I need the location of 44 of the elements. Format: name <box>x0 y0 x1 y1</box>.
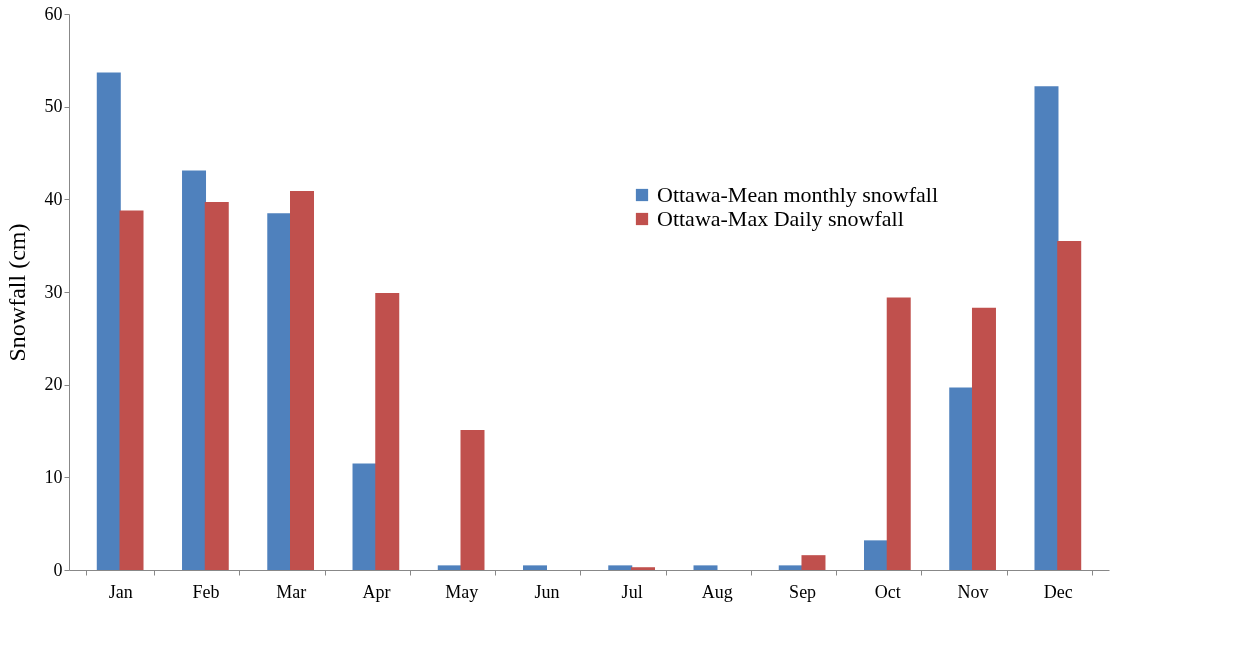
bar <box>949 387 974 570</box>
x-tick-label: Feb <box>192 581 220 602</box>
bar <box>608 565 633 570</box>
bar <box>460 430 485 570</box>
x-tick-label: Jan <box>108 581 133 602</box>
x-tick-label: Dec <box>1043 581 1073 602</box>
x-tick-label: Apr <box>362 581 391 602</box>
bar <box>437 565 462 570</box>
bar <box>375 292 400 570</box>
y-axis-title: Snowfall (cm) <box>3 223 30 362</box>
legend-label: Ottawa-Mean monthly snowfall <box>657 182 939 207</box>
bar <box>182 170 207 570</box>
bar <box>1057 241 1082 570</box>
bar <box>630 567 655 570</box>
bar <box>778 565 803 570</box>
bar <box>886 297 911 570</box>
bar <box>971 307 996 570</box>
bar <box>96 72 121 570</box>
legend-label: Ottawa-Max Daily snowfall <box>657 206 904 231</box>
bar <box>290 190 315 570</box>
x-tick-label: Oct <box>874 581 901 602</box>
y-tick-label: 0 <box>53 559 63 580</box>
y-tick-label: 10 <box>44 466 63 487</box>
bar <box>1034 86 1059 570</box>
bar <box>523 565 548 570</box>
x-tick-label: Jun <box>534 581 560 602</box>
bar <box>119 210 144 570</box>
bar <box>267 213 292 570</box>
bar <box>693 565 718 570</box>
y-tick-label: 30 <box>44 281 63 302</box>
bar <box>352 463 377 570</box>
y-tick-label: 50 <box>44 96 63 117</box>
bar <box>204 202 229 570</box>
y-tick-label: 60 <box>44 3 63 24</box>
y-tick-label: 40 <box>44 188 63 209</box>
x-tick-label: Mar <box>276 581 307 602</box>
x-tick-label: Jul <box>621 581 643 602</box>
y-tick-label: 20 <box>44 374 63 395</box>
x-tick-label: Aug <box>701 581 733 602</box>
bar <box>863 540 888 570</box>
bar <box>801 555 826 570</box>
x-tick-label: Nov <box>957 581 989 602</box>
x-tick-label: May <box>445 581 479 602</box>
x-tick-label: Sep <box>789 581 817 602</box>
